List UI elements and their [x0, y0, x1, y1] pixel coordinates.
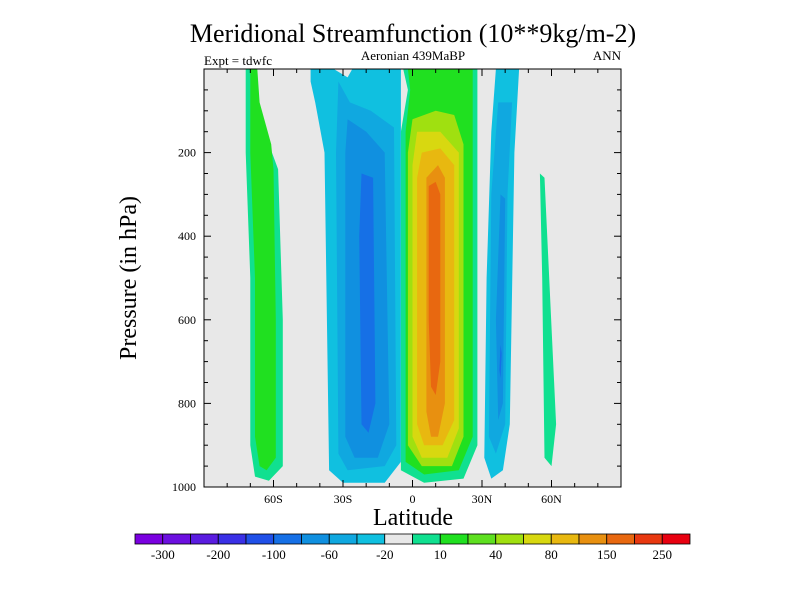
colorbar-box [412, 533, 441, 545]
colorbar-label: 80 [545, 547, 558, 562]
colorbar-box [661, 533, 691, 545]
colorbar-box [301, 533, 330, 545]
colorbar-box [190, 533, 219, 545]
x-tick-labels: 60S 30S 0 30N 60N [264, 492, 562, 506]
colorbar-box [550, 533, 580, 545]
contour-region-17 [428, 181, 441, 395]
colorbar-box [134, 533, 164, 545]
y-tick-labels: 200 400 600 800 1000 [172, 146, 196, 494]
subtitle-left: Expt = tdwfc [204, 53, 272, 68]
colorbar-box [245, 533, 275, 545]
axis-ticks [204, 69, 621, 488]
colorbar-box [217, 533, 247, 545]
y-tick-label: 400 [178, 229, 196, 243]
colorbar-box [578, 533, 608, 545]
colorbar-box [467, 533, 497, 545]
subtitle-right: ANN [593, 48, 622, 63]
colorbar-box [634, 533, 663, 545]
colorbar-box [495, 533, 524, 545]
colorbar-label: -60 [321, 547, 338, 562]
colorbar-label: 150 [597, 547, 617, 562]
colorbar-box [523, 533, 552, 545]
x-tick-label: 30N [472, 492, 493, 506]
y-tick-label: 800 [178, 396, 196, 410]
y-tick-label: 200 [178, 146, 196, 160]
colorbar-label: 250 [653, 547, 673, 562]
contour-regions [245, 69, 557, 483]
colorbar-label: -300 [151, 547, 175, 562]
colorbar-box [162, 533, 191, 545]
contour-region-9 [495, 194, 506, 421]
contour-region-2 [539, 173, 557, 467]
x-tick-label: 60N [541, 492, 562, 506]
colorbar-box [273, 533, 302, 545]
colorbar-box [384, 533, 413, 545]
colorbar-box [356, 533, 386, 545]
colorbar-labels: -300 -200 -100 -60 -20 10 40 80 150 250 [151, 547, 672, 562]
colorbar-label: -20 [376, 547, 393, 562]
colorbar: -300 -200 -100 -60 -20 10 40 80 150 250 [134, 533, 691, 562]
plot-area [203, 68, 622, 488]
y-tick-label: 1000 [172, 480, 196, 494]
subtitle-center: Aeronian 439MaBP [361, 48, 465, 63]
contour-region-6 [359, 173, 376, 433]
x-tick-label: 30S [334, 492, 353, 506]
colorbar-label: -200 [206, 547, 230, 562]
colorbar-box [439, 533, 469, 545]
x-tick-label: 0 [410, 492, 416, 506]
colorbar-label: 10 [434, 547, 447, 562]
colorbar-label: -100 [262, 547, 286, 562]
y-tick-label: 600 [178, 313, 196, 327]
contour-region-1 [250, 69, 276, 471]
x-tick-label: 60S [264, 492, 283, 506]
y-axis-label: Pressure (in hPa) [116, 196, 142, 360]
colorbar-box [606, 533, 635, 545]
colorbar-label: 40 [489, 547, 502, 562]
colorbar-boxes [134, 533, 691, 545]
contour-region-10 [499, 344, 502, 379]
x-axis-label: Latitude [373, 505, 453, 531]
chart-title: Meridional Streamfunction (10**9kg/m-2) [190, 19, 636, 48]
colorbar-box [328, 533, 358, 545]
